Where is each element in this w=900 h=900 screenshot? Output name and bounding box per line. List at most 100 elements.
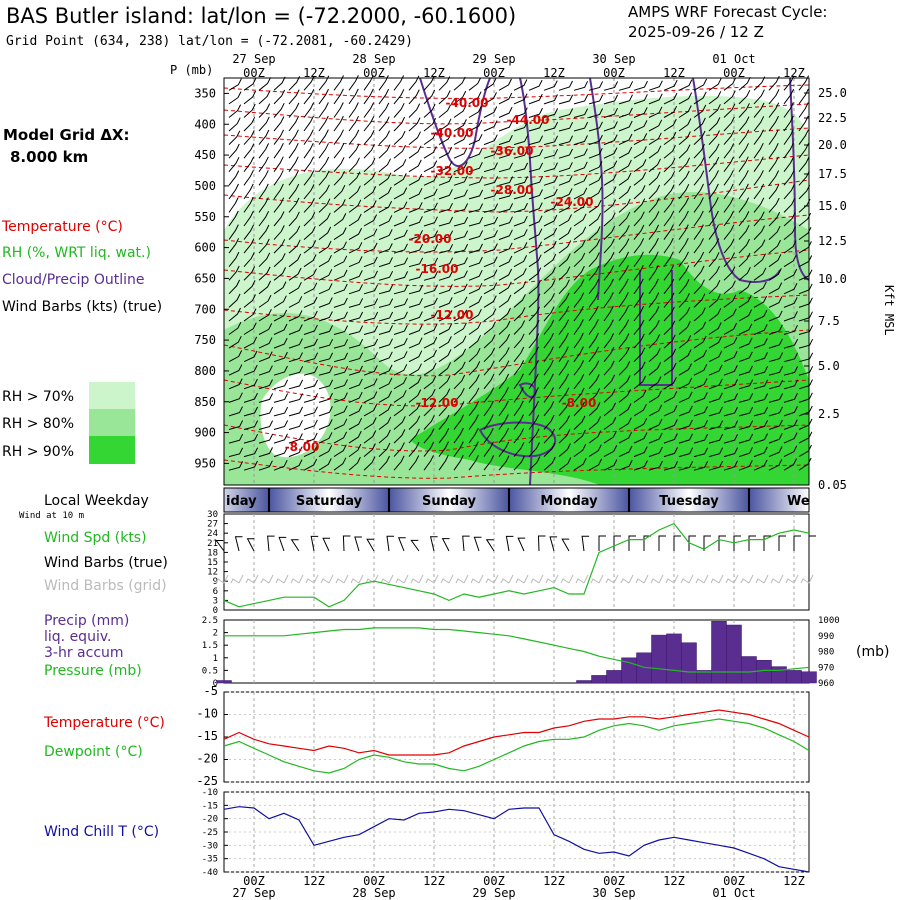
- wind-barb: [753, 156, 764, 172]
- wind-barb: [693, 91, 707, 105]
- wind-barb: [438, 362, 452, 376]
- wind-barb: [243, 266, 256, 281]
- wind-barb: [633, 305, 645, 322]
- wind-barb: [693, 265, 705, 281]
- wind-barb: [303, 142, 314, 159]
- wind-barb: [438, 270, 453, 281]
- wind-barb: [228, 420, 244, 430]
- wind-barb: [633, 292, 644, 308]
- wind-barb: [708, 183, 719, 200]
- wind-barb: [588, 444, 602, 458]
- wind-barb: [783, 268, 798, 281]
- wind-barb: [648, 362, 662, 376]
- bottom-hour-label: 00Z: [363, 874, 385, 888]
- wind-barb: [738, 89, 751, 105]
- wind-barb: [723, 183, 734, 200]
- precip-bar: [741, 656, 757, 684]
- wind-barb: [423, 362, 437, 376]
- wind-barb: [753, 446, 768, 458]
- wind-barb: [513, 135, 529, 146]
- wind-barb: [618, 159, 632, 173]
- true-wind-barb: [703, 535, 711, 551]
- wind-barb: [453, 147, 468, 159]
- wind-barb: [663, 334, 676, 349]
- wind-barb: [498, 347, 510, 363]
- wind-barb: [633, 224, 645, 240]
- wind-barb: [498, 255, 513, 268]
- wind-barb: [753, 129, 764, 145]
- temperature-contour-label: -36.00: [491, 144, 534, 158]
- wind-barb: [618, 333, 630, 349]
- wind-barb: [513, 268, 527, 281]
- wind-barb: [543, 346, 554, 362]
- grid-wind-barb: [650, 574, 664, 584]
- wind-barb: [498, 307, 511, 322]
- wind-barb: [738, 365, 753, 376]
- wind-barb: [348, 298, 364, 308]
- height-tick-label: 12.5: [818, 234, 847, 248]
- wind-barb: [243, 103, 256, 118]
- wind-barb: [408, 324, 423, 335]
- wind-barb: [558, 121, 574, 132]
- wind-barb: [243, 392, 258, 403]
- wind-barb: [693, 238, 704, 254]
- wind-barb: [663, 320, 676, 335]
- wind-barb: [738, 197, 750, 213]
- wind-barb: [258, 393, 274, 403]
- legend-precip: Precip (mm): [44, 613, 129, 629]
- wind-barb: [498, 320, 511, 335]
- wind-barb: [753, 324, 768, 335]
- wind-barb: [648, 460, 663, 471]
- wind-barb: [258, 129, 270, 145]
- wind-barb: [543, 428, 555, 444]
- wind-barb: [288, 225, 301, 240]
- wind-barb: [318, 143, 329, 159]
- wind-barb: [333, 115, 344, 132]
- wind-barb: [678, 144, 691, 159]
- wind-barb: [273, 406, 289, 417]
- wind-barb: [738, 446, 753, 458]
- bottom-date-label: 27 Sep: [232, 886, 275, 900]
- wind-barb: [588, 360, 600, 376]
- wind-barb: [228, 197, 239, 213]
- wind-barb: [618, 172, 632, 186]
- bottom-hour-label: 00Z: [603, 874, 625, 888]
- wind-barb: [633, 418, 648, 430]
- wind-barb: [453, 361, 466, 376]
- wind-barb: [573, 252, 586, 268]
- wind-barb: [678, 461, 694, 471]
- wind-barb: [333, 325, 349, 335]
- wind-barb: [648, 106, 663, 118]
- wind-barb: [498, 148, 513, 159]
- wind-barb: [588, 430, 602, 444]
- wind-barb: [258, 433, 274, 444]
- y-tick-label: 21: [207, 539, 218, 549]
- wind-barb: [618, 431, 633, 444]
- wind-barb: [423, 132, 437, 146]
- model-grid-label: Model Grid ΔX:: [3, 126, 130, 144]
- wind-barb: [753, 253, 766, 268]
- wind-barb: [423, 202, 438, 213]
- wind-barb: [678, 391, 693, 403]
- wind-barb: [528, 442, 540, 457]
- wind-barb: [618, 238, 630, 254]
- weekday-label: We: [787, 494, 810, 509]
- wind-barb: [543, 387, 554, 403]
- wind-barb: [723, 379, 738, 390]
- wind-barb: [348, 227, 363, 241]
- wind-barb: [288, 253, 302, 268]
- wind-barb: [228, 251, 240, 268]
- wind-barb: [723, 365, 738, 376]
- wind-barb: [303, 406, 318, 417]
- wind-barb: [558, 415, 570, 430]
- wind-barb: [408, 455, 420, 471]
- wind-barb: [258, 224, 270, 240]
- wind-barb: [588, 388, 601, 403]
- wind-barb: [738, 393, 754, 403]
- y-tick-label: -10: [202, 788, 218, 798]
- wind-barb: [798, 352, 814, 363]
- wind-barb: [678, 433, 693, 444]
- wind-barb: [723, 238, 735, 254]
- wind-barb: [588, 265, 600, 281]
- wind-barb: [558, 80, 573, 91]
